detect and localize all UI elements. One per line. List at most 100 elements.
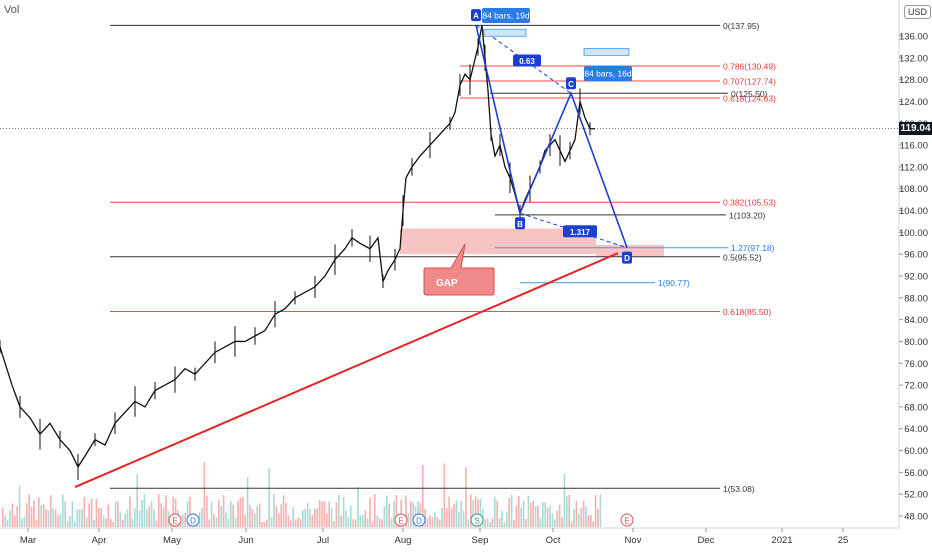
volume-bar (234, 518, 237, 527)
volume-bar (143, 494, 146, 527)
pattern-point-marker[interactable] (471, 9, 481, 22)
volume-bar (438, 519, 441, 527)
volume-bar (318, 500, 321, 527)
time-tick-label: Nov (625, 535, 642, 546)
ratio-badge (563, 225, 597, 238)
volume-bar (35, 519, 38, 527)
price-tick-label: 124.00 (899, 97, 928, 108)
volume-bar (352, 519, 354, 527)
volume-bar (306, 503, 309, 527)
gap-callout-label: GAP (436, 278, 458, 289)
price-tick-label: 100.00 (899, 228, 928, 239)
volume-bar (112, 521, 114, 527)
volume-bar (186, 501, 189, 527)
volume-bar (4, 515, 6, 527)
volume-bar (429, 515, 431, 527)
volume-bar (340, 515, 342, 527)
volume-bar (83, 496, 86, 527)
fib-level-label: 1(90.77) (658, 278, 690, 288)
time-tick-label: Sep (472, 535, 489, 546)
volume-bar (62, 494, 64, 527)
volume-bar (354, 519, 357, 527)
volume-bar (227, 518, 230, 527)
event-marker[interactable] (168, 513, 182, 527)
price-tick-label: 68.00 (904, 402, 928, 413)
volume-bar (261, 521, 263, 527)
currency-badge[interactable]: USD (904, 5, 932, 19)
volume-bar (599, 494, 602, 527)
volume-bar (544, 502, 546, 527)
volume-bar (206, 495, 208, 527)
volume-bar (6, 519, 9, 527)
volume-bar (378, 518, 381, 527)
bar-count-badge (584, 66, 632, 81)
volume-bar (21, 518, 23, 527)
volume-bar (210, 501, 213, 527)
volume-bar (477, 499, 479, 527)
volume-bar (218, 499, 220, 527)
volume-bar (16, 506, 18, 527)
volume-bar (114, 501, 117, 527)
volume-bar (328, 501, 330, 527)
volume-bar (446, 507, 448, 527)
volume-bar (47, 510, 50, 527)
volume-label: Vol (4, 4, 20, 16)
volume-bar (76, 509, 78, 527)
volume-bar (244, 515, 246, 527)
time-tick-label: Aug (395, 535, 412, 546)
volume-bar (282, 495, 285, 527)
volume-bar (558, 504, 561, 527)
event-marker[interactable] (186, 513, 200, 527)
volume-bar (292, 507, 294, 527)
pattern-point-label: A (473, 12, 479, 21)
volume-bar (323, 500, 326, 527)
trend-line[interactable] (74, 252, 619, 489)
fib-level-label: 1(103.20) (729, 210, 766, 220)
event-marker[interactable] (620, 513, 634, 527)
event-marker-label: E (624, 517, 629, 526)
volume-bar (594, 495, 597, 527)
volume-bar (165, 495, 167, 527)
volume-bar (422, 464, 424, 527)
volume-bar (138, 510, 141, 527)
volume-bar (314, 509, 316, 527)
volume-bar (54, 509, 57, 527)
volume-bar (266, 519, 268, 527)
abcd-pattern-line[interactable] (475, 24, 628, 248)
pattern-point-marker[interactable] (622, 251, 632, 264)
event-marker-label: E (398, 517, 403, 526)
volume-bar (280, 504, 282, 527)
pattern-point-marker[interactable] (566, 77, 576, 90)
volume-bar (455, 499, 458, 527)
volume-bar (494, 496, 496, 527)
volume-bar (426, 517, 429, 527)
price-tick-label: 96.00 (904, 250, 928, 261)
bar-count-label: 84 bars, 16d (584, 69, 632, 79)
price-tick-label: 108.00 (899, 184, 928, 195)
volume-bar (534, 505, 537, 527)
price-tick-label: 76.00 (904, 359, 928, 370)
time-tick-label: May (163, 535, 181, 546)
fib-level-label: 0.382(105.53) (723, 198, 776, 208)
volume-bar (520, 507, 522, 527)
gap-callout[interactable] (423, 243, 495, 296)
volume-bar (158, 494, 160, 527)
volume-bar (474, 496, 477, 527)
volume-bar (117, 501, 119, 527)
price-tick-label: 60.00 (904, 446, 928, 457)
volume-bar (554, 519, 556, 527)
current-price-label: 119.04 (899, 122, 932, 135)
volume-bar (530, 503, 532, 527)
event-marker[interactable] (394, 513, 408, 527)
volume-bar (81, 508, 83, 527)
volume-bar (316, 508, 318, 527)
event-marker[interactable] (412, 513, 426, 527)
volume-bar (258, 503, 261, 527)
volume-bar (333, 521, 335, 527)
pattern-point-label: C (568, 80, 574, 89)
event-marker[interactable] (470, 513, 484, 527)
event-marker-label: D (190, 517, 196, 526)
pattern-point-marker[interactable] (515, 217, 525, 230)
